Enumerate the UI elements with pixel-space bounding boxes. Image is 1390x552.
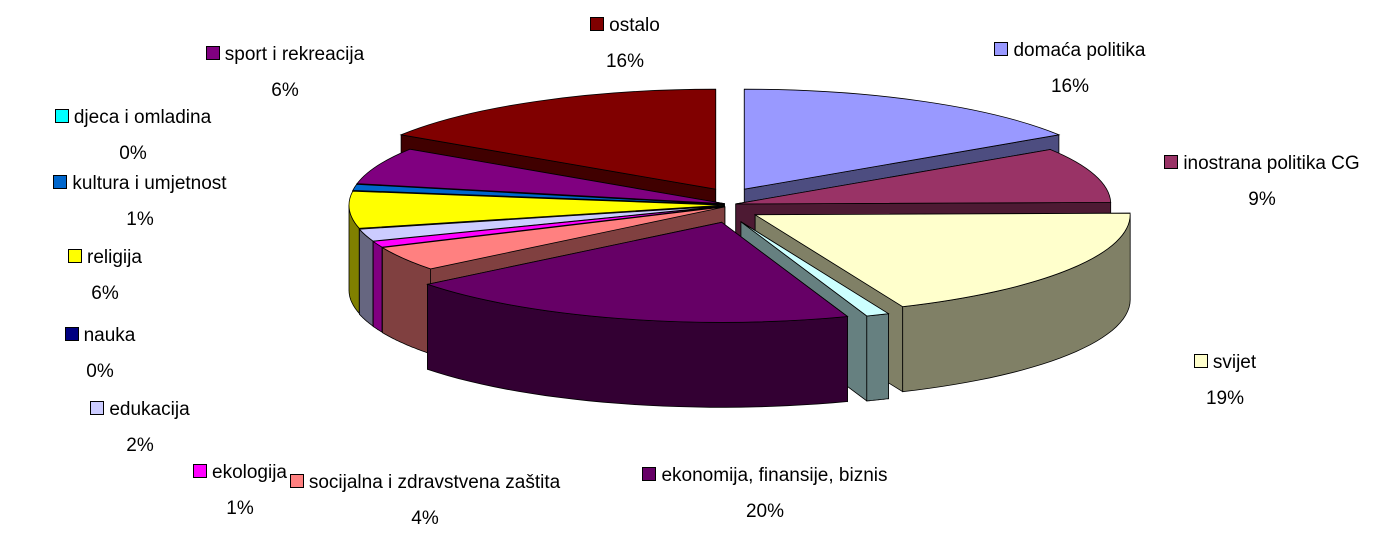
- legend-swatch: [90, 401, 105, 415]
- value-label: 19%: [1205, 388, 1245, 409]
- legend-swatch: [193, 464, 207, 478]
- legend-swatch: [289, 474, 304, 488]
- value-label: 1%: [226, 498, 254, 519]
- category-name: socijalna i zdravstvena zaštita: [308, 472, 561, 493]
- value-label: 6%: [271, 80, 299, 101]
- category-name: svijet: [1212, 352, 1257, 373]
- value-label: 9%: [1248, 189, 1276, 210]
- value-label: 16%: [605, 51, 645, 72]
- category-name: religija: [87, 247, 142, 268]
- slice: [356, 148, 725, 205]
- slice-wall: [866, 313, 889, 402]
- value-label: 0%: [119, 143, 147, 164]
- category-name: inostrana politika CG: [1183, 153, 1360, 174]
- value-label: 1%: [126, 209, 154, 230]
- value-label: 0%: [86, 361, 114, 382]
- legend-swatch: [994, 42, 1009, 56]
- legend-swatch: [642, 467, 657, 481]
- slice-label: ekonomija, finansije, biznis 20%: [640, 458, 890, 530]
- value-label: 16%: [1050, 76, 1090, 97]
- slice-label: religija 6%: [45, 240, 165, 312]
- slice: [352, 183, 725, 205]
- legend-swatch: [1193, 354, 1208, 368]
- slice-label: ekologija 1%: [170, 455, 310, 527]
- slice: [381, 206, 725, 270]
- slice-label: svijet 19%: [1165, 345, 1285, 417]
- slice-label: inostrana politika CG 9%: [1136, 146, 1388, 218]
- slice: [425, 221, 849, 323]
- legend-swatch: [64, 327, 79, 341]
- legend-swatch: [68, 249, 83, 263]
- slice-label: sport i rekreacija 6%: [165, 37, 405, 109]
- category-name: djeca i omladina: [73, 107, 212, 128]
- slice-label: nauka 0%: [40, 318, 160, 390]
- legend-swatch: [53, 175, 68, 189]
- slice-label: djeca i omladina 0%: [13, 100, 253, 172]
- slice: [348, 190, 725, 229]
- category-name: ostalo: [609, 15, 660, 36]
- slice-label: edukacija 2%: [70, 392, 210, 464]
- slice: [399, 88, 717, 190]
- slice-label: kultura i umjetnost 1%: [5, 166, 275, 238]
- slice-wall: [359, 228, 374, 327]
- value-label: 2%: [126, 435, 154, 456]
- legend-swatch: [54, 109, 69, 123]
- category-name: sport i rekreacija: [224, 44, 365, 65]
- category-name: domaća politika: [1013, 40, 1146, 61]
- category-name: edukacija: [109, 399, 190, 420]
- slice: [753, 212, 1131, 308]
- slice-label: socijalna i zdravstvena zaštita 4%: [285, 465, 565, 537]
- slice-label: ostalo 16%: [545, 8, 705, 80]
- category-name: nauka: [83, 325, 136, 346]
- legend-swatch: [590, 17, 605, 31]
- value-label: 4%: [411, 508, 439, 529]
- slice: [735, 149, 1112, 205]
- slice: [743, 88, 1061, 190]
- legend-swatch: [205, 46, 220, 60]
- category-name: ekologija: [212, 462, 287, 483]
- value-label: 20%: [745, 501, 785, 522]
- slice-wall: [372, 240, 383, 333]
- category-name: ekonomija, finansije, biznis: [661, 465, 888, 486]
- category-name: kultura i umjetnost: [72, 173, 227, 194]
- slice: [372, 205, 725, 248]
- slice-label: domaća politika 16%: [940, 33, 1200, 105]
- legend-swatch: [1164, 155, 1179, 169]
- value-label: 6%: [91, 283, 119, 304]
- slice: [740, 221, 890, 317]
